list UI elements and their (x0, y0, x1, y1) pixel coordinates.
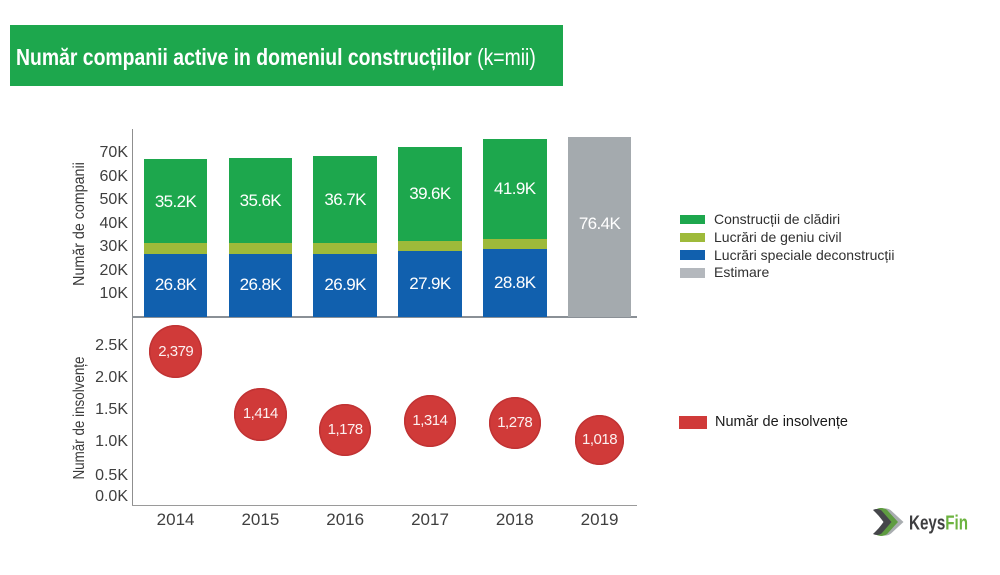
svg-text:KeysFin: KeysFin (909, 512, 968, 535)
